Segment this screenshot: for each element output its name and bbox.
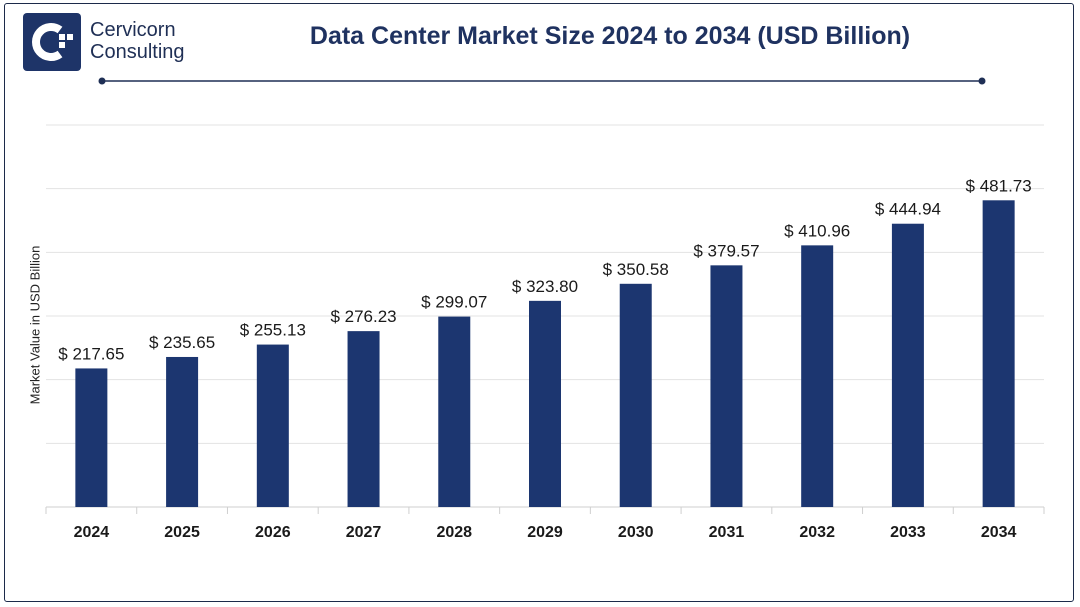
bar (982, 200, 1015, 507)
cervicorn-logo-icon (23, 13, 81, 71)
x-tick-label: 2034 (981, 524, 1017, 541)
bar (438, 316, 471, 507)
brand-name-line1: Cervicorn (90, 19, 176, 41)
bar (256, 344, 289, 507)
x-tick-label: 2025 (164, 524, 200, 541)
x-tick-label: 2031 (709, 524, 745, 541)
x-tick-label: 2030 (618, 524, 654, 541)
bar (801, 245, 834, 507)
bar (891, 223, 924, 507)
bar-value-label: $ 217.65 (58, 344, 124, 363)
bar (529, 300, 561, 507)
x-tick-label: 2029 (527, 524, 563, 541)
x-tick-label: 2027 (346, 524, 382, 541)
bar (710, 265, 743, 507)
x-tick-label: 2024 (74, 524, 110, 541)
title-underline (98, 77, 986, 85)
x-tick-label: 2028 (436, 524, 472, 541)
x-tick-label: 2032 (799, 524, 835, 541)
chart-frame (4, 3, 1074, 602)
bar (619, 283, 652, 507)
bar-value-label: $ 323.80 (512, 277, 578, 296)
brand-logo: Cervicorn Consulting (23, 13, 223, 73)
bar-value-label: $ 255.13 (240, 321, 306, 340)
bar-value-label: $ 299.07 (421, 293, 487, 312)
bar-value-label: $ 350.58 (603, 260, 669, 279)
bar (75, 368, 108, 507)
bar (347, 331, 380, 507)
bar-value-label: $ 235.65 (149, 333, 215, 352)
bar-value-label: $ 276.23 (330, 307, 396, 326)
x-tick-label: 2033 (890, 524, 926, 541)
bar-value-label: $ 379.57 (693, 241, 759, 260)
x-tick-label: 2026 (255, 524, 291, 541)
chart-title: Data Center Market Size 2024 to 2034 (US… (309, 22, 911, 50)
bar-value-label: $ 444.94 (875, 200, 941, 219)
bar (166, 356, 199, 507)
brand-name-line2: Consulting (90, 41, 185, 63)
bar-value-label: $ 410.96 (784, 221, 850, 240)
bar-value-label: $ 481.73 (966, 176, 1032, 195)
